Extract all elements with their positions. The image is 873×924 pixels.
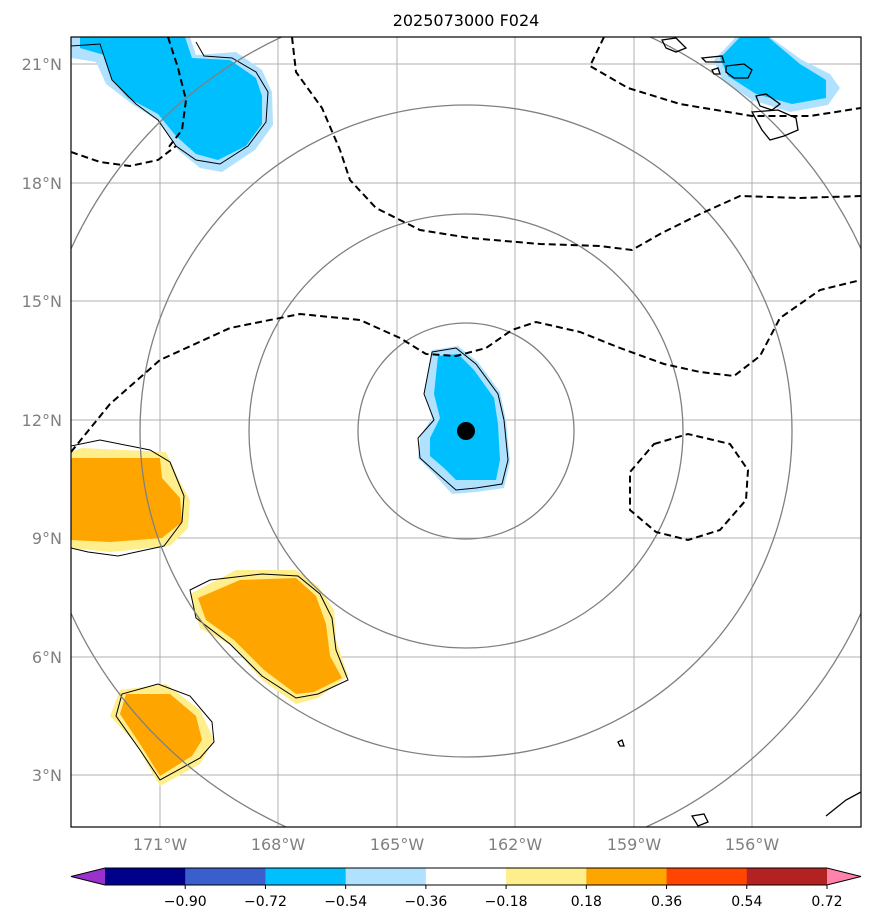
island-small-1 xyxy=(617,739,625,747)
lon-tick-label: 165°W xyxy=(370,835,425,854)
range-ring-2 xyxy=(248,213,684,649)
colorbar-tick-label: 0.54 xyxy=(731,894,762,910)
colorbar-segment xyxy=(105,868,186,885)
map-title: 2025073000 F024 xyxy=(393,11,540,30)
island-hawaii-1 xyxy=(700,55,725,63)
colorbar: −0.90 −0.72 −0.54 −0.36 −0.18 0.18 0.36 0.54 0.7… xyxy=(70,867,862,910)
blue-region-top-right-inner xyxy=(720,37,826,104)
colorbar-tick-label: 0.36 xyxy=(651,894,682,910)
lon-tick-label: 156°W xyxy=(725,835,780,854)
lat-tick-label: 15°N xyxy=(22,292,62,311)
island-hawaii-5 xyxy=(750,109,799,141)
lon-tick-label: 168°W xyxy=(251,835,306,854)
dashed-contour-west-lower xyxy=(71,145,177,168)
colorbar-segment xyxy=(265,868,347,885)
colorbar-segment xyxy=(666,868,748,885)
colorbar-tick-label: 0.18 xyxy=(571,894,602,910)
contour-low xyxy=(115,683,215,781)
island-small-2 xyxy=(690,813,709,827)
colorbar-tick-label: −0.18 xyxy=(485,894,528,910)
colorbar-segment xyxy=(425,868,507,885)
dashed-contour-west-vertical xyxy=(167,37,188,149)
dashed-contours xyxy=(71,37,861,542)
blue-region-top-left-inner xyxy=(80,37,262,160)
colorbar-tick-label: −0.54 xyxy=(324,894,367,910)
colorbar-extend-min xyxy=(71,868,105,885)
dashed-contour-north xyxy=(291,37,861,252)
orange-region-mid-inner xyxy=(198,578,342,694)
colorbar-tick-label: −0.36 xyxy=(404,894,447,910)
range-ring-1 xyxy=(357,322,575,540)
lat-tick-label: 9°N xyxy=(32,529,62,548)
lon-tick-label: 159°W xyxy=(607,835,662,854)
plot-area xyxy=(71,37,861,827)
lon-tick-label: 162°W xyxy=(488,835,543,854)
shaded-fields xyxy=(71,37,840,786)
colorbar-segment xyxy=(586,868,668,885)
contour-mid xyxy=(189,573,349,699)
colorbar-tick-label: 0.72 xyxy=(811,894,842,910)
solid-contours xyxy=(71,41,509,781)
lat-axis: 21°N 18°N 15°N 12°N 9°N 6°N 3°N xyxy=(22,55,62,785)
orange-region-left-inner xyxy=(71,458,182,542)
colorbar-tick-label: −0.90 xyxy=(164,894,207,910)
lon-tick-label: 171°W xyxy=(133,835,188,854)
colorbar-outline xyxy=(70,867,862,886)
island-hawaii-2 xyxy=(725,63,753,79)
island-hawaii-3 xyxy=(711,67,721,75)
orange-region-low-inner xyxy=(120,694,202,776)
range-rings xyxy=(71,37,861,827)
contour-left xyxy=(71,439,185,557)
lat-tick-label: 12°N xyxy=(22,411,62,430)
colorbar-segment xyxy=(185,868,266,885)
plot-frame xyxy=(70,36,862,828)
island-north-1 xyxy=(661,37,688,53)
colorbar-tick-label: −0.72 xyxy=(244,894,287,910)
contour-center xyxy=(417,347,509,491)
range-ring-3 xyxy=(139,104,793,758)
storm-center-marker xyxy=(457,422,475,440)
dashed-contour-east-loop xyxy=(629,432,750,542)
colorbar-segment xyxy=(506,868,587,885)
coast-southeast xyxy=(825,791,861,817)
colorbar-segment xyxy=(746,868,828,885)
blue-region-center-inner xyxy=(430,354,500,480)
colorbar-extend-max xyxy=(827,868,861,885)
colorbar-segment xyxy=(345,868,427,885)
lon-axis: 171°W 168°W 165°W 162°W 159°W 156°W xyxy=(133,835,780,854)
lat-tick-label: 3°N xyxy=(32,766,62,785)
coastlines xyxy=(617,37,861,827)
lat-tick-label: 18°N xyxy=(22,174,62,193)
lat-tick-label: 6°N xyxy=(32,648,62,667)
island-hawaii-4 xyxy=(755,93,782,111)
lat-tick-label: 21°N xyxy=(22,55,62,74)
contour-top-left xyxy=(71,41,269,165)
